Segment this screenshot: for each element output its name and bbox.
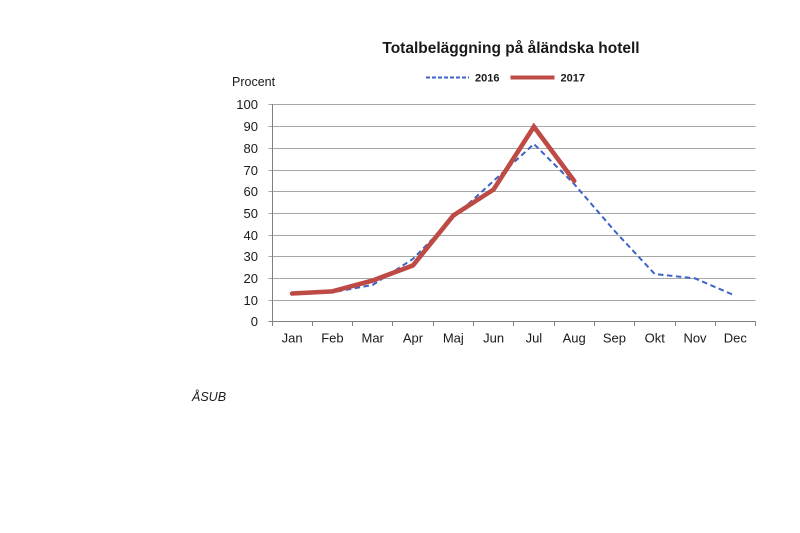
- svg-text:70: 70: [244, 163, 258, 178]
- svg-text:Procent: Procent: [232, 75, 276, 89]
- svg-text:Feb: Feb: [321, 331, 343, 346]
- svg-text:20: 20: [244, 271, 258, 286]
- svg-text:Nov: Nov: [683, 331, 707, 346]
- svg-text:80: 80: [244, 141, 258, 156]
- svg-text:Totalbeläggning på åländska ho: Totalbeläggning på åländska hotell: [382, 40, 639, 57]
- svg-text:60: 60: [244, 184, 258, 199]
- svg-text:2016: 2016: [475, 73, 499, 85]
- svg-text:Dec: Dec: [724, 331, 748, 346]
- svg-text:0: 0: [251, 314, 258, 329]
- svg-text:Jan: Jan: [282, 331, 303, 346]
- svg-text:Sep: Sep: [603, 331, 626, 346]
- svg-text:100: 100: [236, 97, 258, 112]
- svg-text:40: 40: [244, 228, 258, 243]
- svg-text:Maj: Maj: [443, 331, 464, 346]
- svg-text:Aug: Aug: [563, 331, 586, 346]
- svg-text:Okt: Okt: [645, 331, 666, 346]
- svg-text:10: 10: [244, 293, 258, 308]
- svg-text:30: 30: [244, 249, 258, 264]
- svg-text:Apr: Apr: [403, 331, 424, 346]
- svg-text:Jul: Jul: [526, 331, 543, 346]
- svg-text:2017: 2017: [561, 73, 585, 85]
- svg-text:Mar: Mar: [362, 331, 385, 346]
- svg-text:50: 50: [244, 206, 258, 221]
- svg-text:90: 90: [244, 119, 258, 134]
- svg-text:ÅSUB: ÅSUB: [191, 389, 226, 404]
- svg-text:Jun: Jun: [483, 331, 504, 346]
